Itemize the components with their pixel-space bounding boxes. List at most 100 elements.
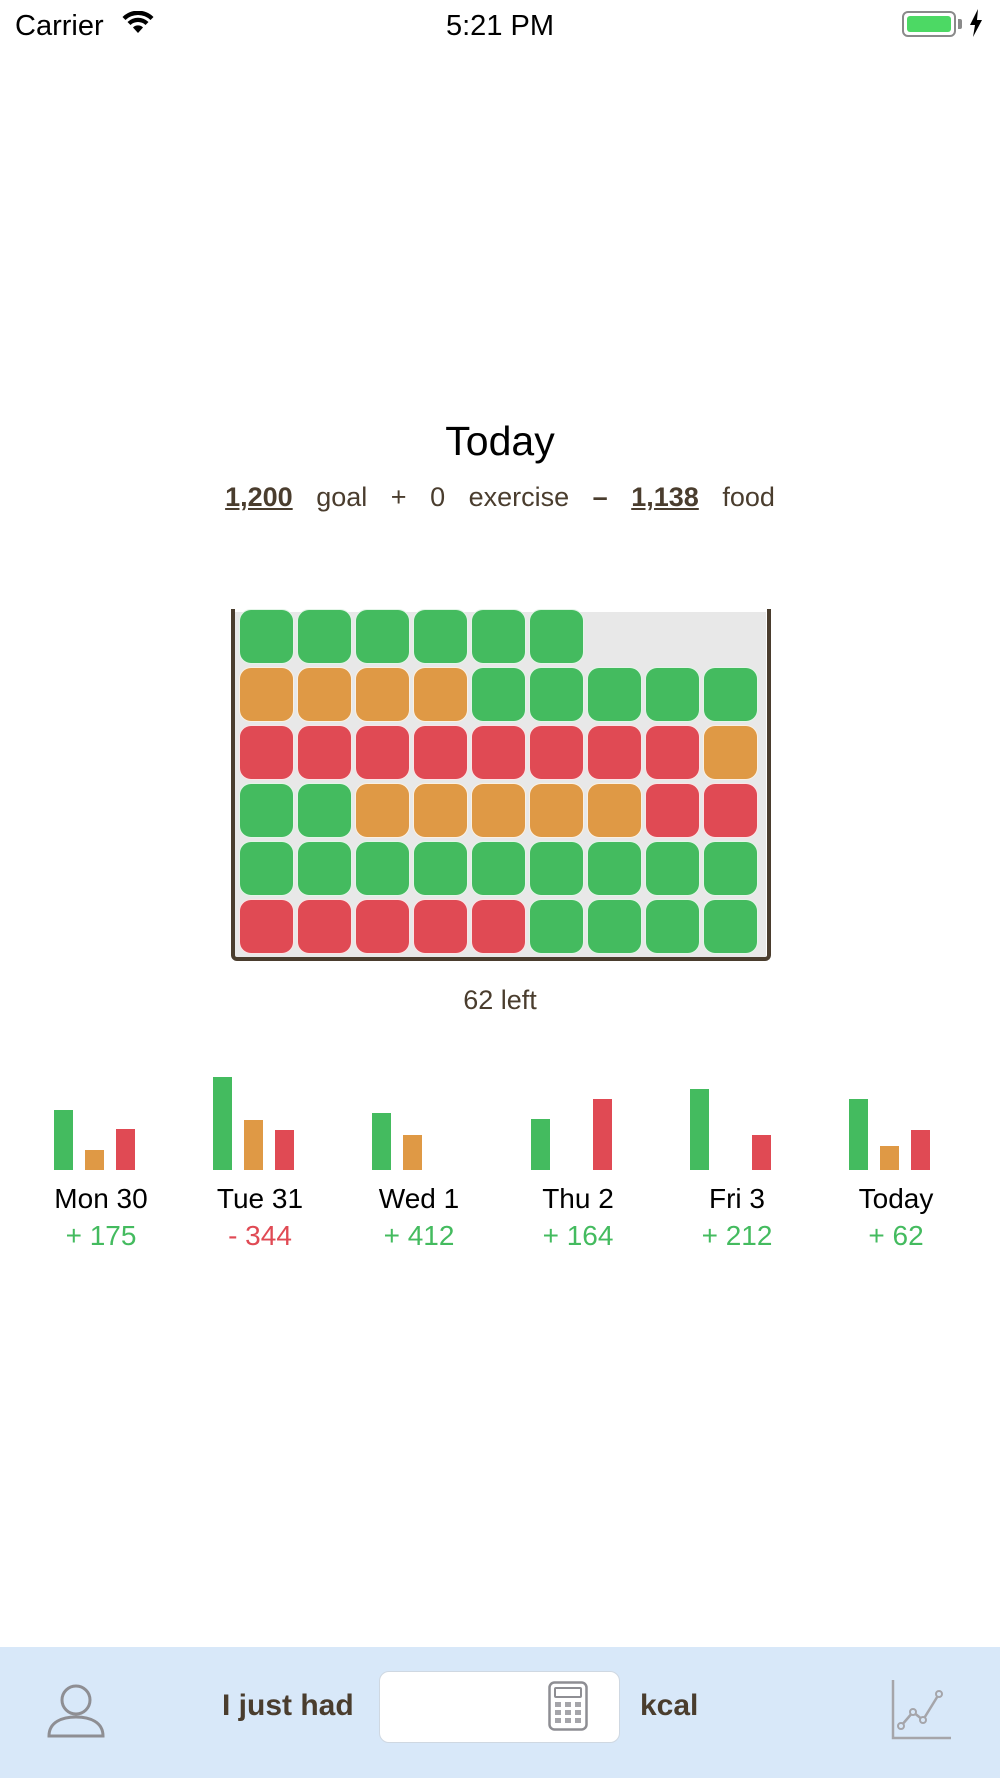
day-bars	[811, 1060, 981, 1170]
orange-bar	[85, 1150, 104, 1170]
red-bar	[911, 1130, 930, 1170]
person-icon[interactable]	[44, 1680, 108, 1744]
jar-block	[529, 609, 584, 664]
jar-block	[587, 899, 642, 954]
day-label: Tue 31	[216, 1183, 304, 1214]
jar-block	[529, 667, 584, 722]
day-summary[interactable]: Wed 1 + 412	[334, 1060, 504, 1251]
jar-block	[645, 667, 700, 722]
jar-block	[645, 841, 700, 896]
jar-block	[471, 899, 526, 954]
jar-block	[529, 899, 584, 954]
day-label: Thu 2	[542, 1183, 614, 1214]
bottom-input-bar: I just had kcal	[0, 1647, 1000, 1778]
jar-block	[413, 725, 468, 780]
status-bar: Carrier 5:21 PM	[0, 0, 1000, 50]
red-bar	[116, 1129, 135, 1170]
jar-block	[239, 899, 294, 954]
jar-block	[297, 841, 352, 896]
day-bars	[334, 1060, 504, 1170]
minus-sign: –	[592, 482, 608, 512]
jar-block	[297, 899, 352, 954]
red-bar	[752, 1135, 771, 1170]
red-bar	[275, 1130, 294, 1170]
food-label: food	[722, 482, 775, 512]
day-label: Fri 3	[709, 1183, 765, 1214]
jar-block	[529, 783, 584, 838]
jar-block	[355, 899, 410, 954]
calories-left-label: 62 left	[463, 985, 537, 1015]
red-bar	[593, 1099, 612, 1170]
jar-outline	[231, 609, 771, 961]
calorie-formula: 1,200 goal + 0 exercise – 1,138 food	[0, 482, 1000, 513]
jar-block	[355, 609, 410, 664]
jar-block	[645, 899, 700, 954]
calculator-icon[interactable]	[548, 1681, 588, 1731]
day-label: Wed 1	[378, 1183, 460, 1214]
jar-block	[529, 725, 584, 780]
day-summary[interactable]: Fri 3 + 212	[652, 1060, 822, 1251]
day-delta: + 62	[868, 1220, 924, 1251]
jar-block	[239, 841, 294, 896]
green-bar	[372, 1113, 391, 1170]
line-graph-icon[interactable]	[889, 1678, 953, 1742]
jar-block	[703, 725, 758, 780]
jar-block	[355, 667, 410, 722]
jar-block	[703, 667, 758, 722]
orange-bar	[244, 1120, 263, 1170]
day-bars	[652, 1060, 822, 1170]
goal-value[interactable]: 1,200	[225, 482, 293, 512]
jar-block	[587, 667, 642, 722]
wifi-icon	[122, 11, 154, 33]
jar-block	[587, 783, 642, 838]
green-bar	[54, 1110, 73, 1170]
exercise-label: exercise	[468, 482, 570, 512]
battery-icon	[902, 11, 956, 37]
battery-tip	[958, 19, 962, 29]
jar-block	[645, 725, 700, 780]
day-delta: + 212	[701, 1220, 773, 1251]
jar-block	[239, 783, 294, 838]
jar-block	[587, 841, 642, 896]
jar-block	[703, 783, 758, 838]
jar-block	[529, 841, 584, 896]
jar-block	[239, 667, 294, 722]
jar-block	[239, 725, 294, 780]
jar-block	[413, 609, 468, 664]
jar-block	[297, 609, 352, 664]
jar-block	[413, 899, 468, 954]
day-label: Today	[858, 1183, 934, 1214]
goal-label: goal	[316, 482, 368, 512]
jar-block	[297, 783, 352, 838]
day-label: Mon 30	[54, 1183, 148, 1214]
page-title: Today	[445, 418, 555, 464]
day-delta: - 344	[228, 1220, 292, 1251]
jar-block	[587, 725, 642, 780]
exercise-value: 0	[430, 482, 446, 512]
day-summary[interactable]: Today + 62	[811, 1060, 981, 1251]
jar-block	[297, 667, 352, 722]
jar-block	[355, 783, 410, 838]
day-delta: + 164	[542, 1220, 614, 1251]
day-delta: + 175	[65, 1220, 137, 1251]
day-bars	[16, 1060, 186, 1170]
green-bar	[531, 1119, 550, 1170]
carrier-label: Carrier	[15, 10, 104, 42]
jar-block	[413, 783, 468, 838]
day-summary[interactable]: Thu 2 + 164	[493, 1060, 663, 1251]
food-value[interactable]: 1,138	[631, 482, 699, 512]
jar-block	[703, 899, 758, 954]
plus-sign: +	[390, 482, 407, 512]
charging-bolt-icon	[970, 9, 982, 37]
input-prefix-label: I just had	[222, 1689, 354, 1722]
green-bar	[849, 1099, 868, 1170]
jar-block	[703, 841, 758, 896]
jar-block	[239, 609, 294, 664]
day-summary[interactable]: Tue 31 - 344	[175, 1060, 345, 1251]
jar-block	[297, 725, 352, 780]
day-summary[interactable]: Mon 30 + 175	[16, 1060, 186, 1251]
jar-block	[645, 783, 700, 838]
day-bars	[493, 1060, 663, 1170]
jar-block	[471, 841, 526, 896]
input-suffix-label: kcal	[640, 1689, 699, 1722]
